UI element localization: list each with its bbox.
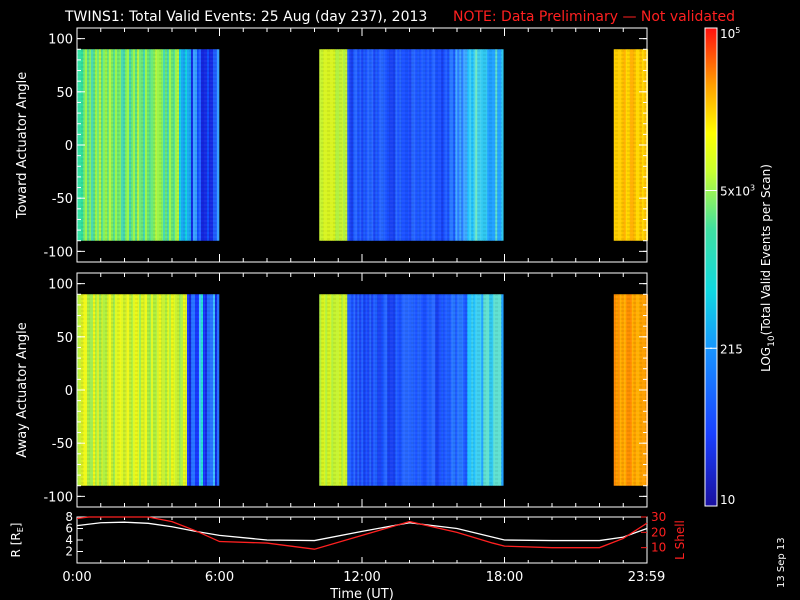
y-left-axis-label: R [RE] [9, 523, 25, 558]
y-right-tick-label: 30 [651, 510, 666, 524]
heatmap-column [217, 294, 220, 486]
y-tick-label: 0 [65, 384, 73, 399]
y-right-tick-label: 20 [651, 525, 666, 539]
x-tick-label: 18:00 [486, 570, 523, 585]
data-segment [77, 294, 220, 486]
generation-date: 13 Sep 13 [776, 537, 787, 588]
colorbar-tick-label: 5x103 [720, 184, 755, 199]
colorbar-tick-label: 10 [720, 493, 735, 507]
y-axis-label: Away Actuator Angle [15, 322, 30, 457]
y-tick-label: 100 [48, 33, 73, 48]
y-right-axis-label: L Shell [673, 520, 687, 560]
radius-line [76, 521, 648, 542]
data-segment [319, 294, 504, 486]
y-tick-label: -50 [52, 437, 73, 452]
y-tick-label: -100 [43, 490, 73, 505]
plot-title: TWINS1: Total Valid Events: 25 Aug (day … [64, 9, 427, 25]
y-tick-label: 50 [56, 86, 73, 101]
data-segment [77, 49, 220, 241]
y-tick-label: -100 [43, 245, 73, 260]
colorbar-tick-label: 105 [720, 26, 740, 41]
colorbar-gradient [704, 27, 718, 507]
colorbar-label: LOG10(Total Valid Events per Scan) [759, 164, 777, 372]
y-tick-label: 50 [56, 331, 73, 346]
x-axis-label: Time (UT) [329, 587, 394, 600]
heatmap-column [217, 49, 220, 241]
y-tick-label: 0 [65, 139, 73, 154]
y-axis-label: Toward Actuator Angle [15, 72, 30, 219]
toward-angle-panel: 100 50 0 -50 -100 Toward Actuator Angle [15, 27, 649, 263]
y-left-tick-label: 8 [65, 510, 73, 524]
colorbar: 105 5x103 215 10 LOG10(Total Valid Events p… [704, 26, 777, 507]
y-right-tick-label: 10 [651, 541, 666, 555]
colorbar-tick-label: 215 [720, 342, 743, 356]
y-tick-label: 100 [48, 278, 73, 293]
x-tick-label: 0:00 [62, 570, 91, 585]
x-tick-label: 12:00 [343, 570, 380, 585]
data-segment [613, 49, 649, 241]
data-segment [319, 49, 504, 241]
away-angle-panel: 100 50 0 -50 -100 Away Actuator Angle [15, 272, 649, 508]
preliminary-note: NOTE: Data Preliminary — Not validated [453, 9, 735, 25]
y-left-tick-label: 4 [65, 533, 73, 547]
l-shell-line [76, 516, 648, 550]
heatmap-column [501, 49, 504, 241]
y-tick-label: -50 [52, 192, 73, 207]
y-left-tick-label: 2 [65, 545, 73, 559]
x-tick-label: 23:59 [628, 570, 665, 585]
y-left-tick-label: 6 [65, 522, 73, 536]
x-tick-label: 6:00 [205, 570, 234, 585]
heatmap-column [501, 294, 504, 486]
